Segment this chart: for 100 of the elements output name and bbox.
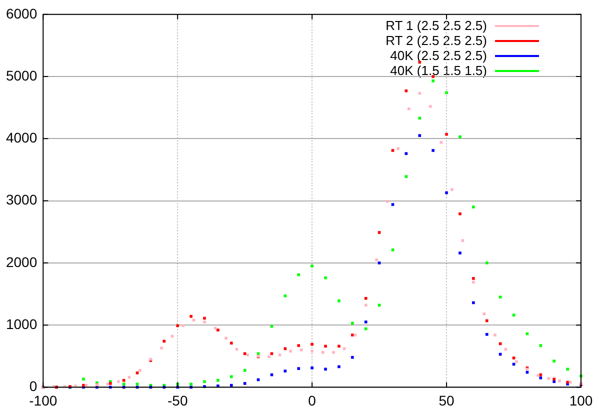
point [536,374,540,377]
point [432,149,435,152]
point [391,248,394,252]
point [270,352,274,356]
point [243,382,246,385]
point [138,369,142,372]
point [458,252,462,254]
point [230,384,233,387]
y-tick-label: 5000 [6,67,38,84]
point [338,344,340,348]
point [192,318,196,322]
point [230,342,233,344]
point [482,312,486,316]
point [375,258,378,262]
point [310,366,314,370]
point [512,314,516,317]
point [396,147,400,150]
point [243,369,246,372]
point [278,353,282,356]
point [391,203,394,206]
point [324,344,327,348]
point [350,322,354,325]
point [364,320,368,324]
point [284,294,287,298]
point [485,332,488,336]
point [432,79,435,82]
point [106,382,110,386]
y-tick-label: 2000 [6,254,38,270]
point [182,324,184,328]
point [404,152,408,155]
point [190,382,192,386]
point [512,356,516,360]
point [445,132,448,136]
point [552,380,556,384]
point [350,334,354,336]
point [289,350,292,353]
x-tick-label: 100 [569,392,593,408]
legend-label: 40K (1.5 1.5 1.5) [390,63,487,78]
point [458,212,462,216]
point [190,314,192,318]
point [485,262,488,264]
point [404,175,408,178]
point [552,378,556,381]
point [230,375,233,378]
point [342,347,346,350]
y-tick-label: 6000 [6,5,38,22]
y-tick-label: 3000 [6,192,38,208]
point [440,140,443,144]
point [162,340,166,343]
point [445,91,448,94]
point [224,336,228,340]
point [364,296,368,300]
point [203,316,206,320]
point [494,334,496,336]
point [160,346,163,350]
point [391,149,394,152]
x-tick-label: -100 [29,392,58,408]
point [136,371,139,374]
point [364,304,368,307]
point [407,107,410,110]
point [203,320,206,324]
point [297,344,300,347]
point [418,134,422,137]
point [122,378,126,382]
point [136,382,139,386]
point [552,360,556,363]
point [216,378,220,382]
point [310,264,314,268]
point [268,355,270,358]
point [458,135,462,138]
point [485,319,488,322]
point [498,296,502,299]
point [297,367,300,370]
point [558,380,561,382]
legend-label: RT 1 (2.5 2.5 2.5) [386,18,487,33]
x-tick-label: 0 [308,392,316,408]
point [566,368,569,371]
point [350,356,354,359]
point [539,344,542,347]
point [472,206,475,208]
point [472,280,475,284]
point [378,231,381,234]
point [203,380,206,384]
point [324,368,327,371]
point [547,377,550,380]
point [297,273,300,276]
point [472,301,475,304]
point [300,348,303,352]
point [310,350,314,353]
point [117,380,120,384]
y-tick-label: 4000 [6,130,38,146]
point [539,376,542,380]
point [338,299,340,302]
point [310,342,314,346]
point [338,365,340,368]
point [378,262,381,264]
y-tick-label: 0 [29,378,38,394]
point [418,116,422,120]
x-tick-label: -50 [167,392,188,408]
point [428,104,432,108]
